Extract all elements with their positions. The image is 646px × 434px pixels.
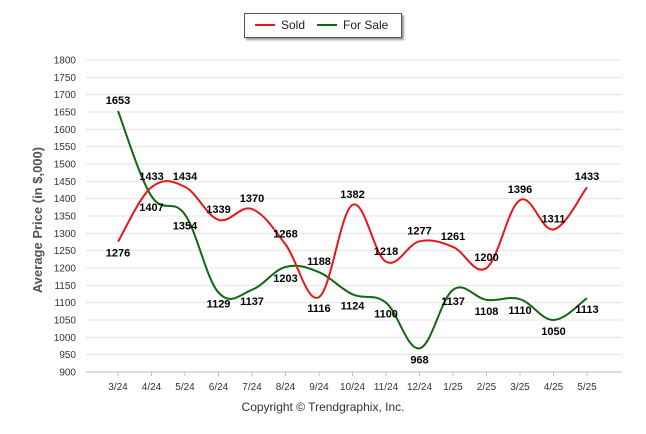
data-label-sold: 1434: [173, 171, 198, 183]
x-tick-label: 4/24: [142, 382, 162, 393]
data-label-for-sale: 1100: [374, 309, 398, 321]
y-tick-label: 1800: [54, 56, 77, 67]
x-tick-label: 3/25: [510, 382, 530, 393]
y-tick-label: 1350: [54, 212, 77, 223]
x-tick-label: 7/24: [242, 382, 262, 393]
data-label-for-sale: 1203: [273, 273, 297, 285]
y-tick-label: 1250: [54, 246, 77, 257]
x-tick-label: 11/24: [374, 382, 399, 393]
y-tick-label: 1750: [54, 73, 77, 84]
y-axis-title: Average Price (in $,000): [30, 147, 45, 293]
data-label-for-sale: 1188: [307, 256, 331, 268]
data-label-for-sale: 1137: [441, 296, 465, 308]
x-tick-label: 5/25: [577, 382, 597, 393]
y-tick-label: 1650: [54, 108, 77, 119]
data-label-for-sale: 1110: [508, 305, 531, 317]
legend: Sold For Sale: [244, 13, 402, 38]
data-label-for-sale: 1137: [240, 296, 264, 308]
x-tick-label: 5/24: [175, 382, 195, 393]
y-tick-label: 1200: [54, 264, 77, 275]
y-tick-label: 1300: [54, 229, 77, 240]
data-label-sold: 1433: [139, 171, 163, 183]
grid-lines: [86, 59, 622, 373]
series-line-for-sale: [117, 110, 588, 350]
y-tick-label: 900: [59, 368, 76, 379]
legend-swatch-sold: [255, 24, 275, 26]
y-tick-label: 1050: [54, 316, 77, 327]
legend-swatch-for-sale: [317, 24, 337, 26]
data-label-for-sale: 968: [410, 354, 428, 366]
data-label-for-sale: 1124: [341, 300, 366, 312]
data-labels: 1276 1433 1434 1339 1370 1268 1116 1382 1218 1277…: [106, 95, 599, 366]
y-tick-label: 1100: [54, 298, 76, 309]
data-label-sold: 1268: [273, 228, 297, 240]
legend-label-sold: Sold: [281, 18, 306, 32]
y-tick-label: 950: [59, 350, 76, 361]
data-label-sold: 1396: [508, 184, 532, 196]
x-tick-label: 4/25: [544, 382, 564, 393]
x-tick-label: 9/24: [309, 382, 329, 393]
copyright-footer: Copyright © Trendgraphix, Inc.: [241, 400, 405, 414]
legend-item-sold[interactable]: Sold: [255, 18, 305, 32]
data-label-for-sale: 1050: [541, 326, 565, 338]
y-tick-label: 1700: [54, 90, 77, 101]
y-tick-label: 1400: [54, 194, 77, 205]
y-tick-label: 1150: [54, 281, 76, 292]
series-line-sold: [117, 180, 588, 299]
data-label-sold: 1261: [441, 231, 465, 243]
x-tick-label: 3/24: [108, 382, 128, 393]
data-label-for-sale: 1113: [575, 304, 598, 316]
y-tick-label: 1600: [54, 125, 77, 136]
x-tick-label: 2/25: [477, 382, 497, 393]
y-tick-label: 1450: [54, 177, 77, 188]
x-axis-ticks: 3/24 4/24 5/24 6/24 7/24 8/24 9/24 10/24 11/24 12…: [108, 372, 597, 393]
y-tick-label: 1000: [54, 333, 77, 344]
data-label-for-sale: 1653: [106, 95, 130, 107]
data-label-sold: 1311: [542, 214, 566, 226]
x-tick-label: 10/24: [340, 382, 365, 393]
data-label-for-sale: 1108: [475, 306, 499, 318]
x-tick-label: 1/25: [443, 382, 463, 393]
data-label-sold: 1276: [106, 248, 130, 260]
data-label-sold: 1382: [340, 189, 364, 201]
legend-item-for-sale[interactable]: For Sale: [317, 18, 388, 32]
legend-label-for-sale: For Sale: [343, 18, 389, 32]
y-tick-label: 1500: [54, 160, 77, 171]
y-tick-label: 1550: [54, 142, 77, 153]
data-label-sold: 1277: [407, 225, 431, 237]
x-tick-label: 12/24: [407, 382, 432, 393]
data-label-sold: 1218: [374, 246, 398, 258]
x-tick-label: 8/24: [276, 382, 296, 393]
data-label-sold: 1116: [307, 303, 330, 315]
data-label-for-sale: 1129: [207, 299, 231, 311]
y-axis-ticks: 900 950 1000 1050 1100 1150 1200 1250 1300 1350 14…: [54, 56, 77, 379]
series-lines: [117, 110, 588, 350]
data-label-for-sale: 1407: [139, 202, 163, 214]
data-label-sold: 1433: [575, 171, 599, 183]
data-label-sold: 1339: [206, 204, 230, 216]
data-label-sold: 1200: [474, 252, 498, 264]
x-tick-label: 6/24: [209, 382, 229, 393]
data-label-sold: 1370: [240, 193, 264, 205]
data-label-for-sale: 1354: [173, 221, 198, 233]
